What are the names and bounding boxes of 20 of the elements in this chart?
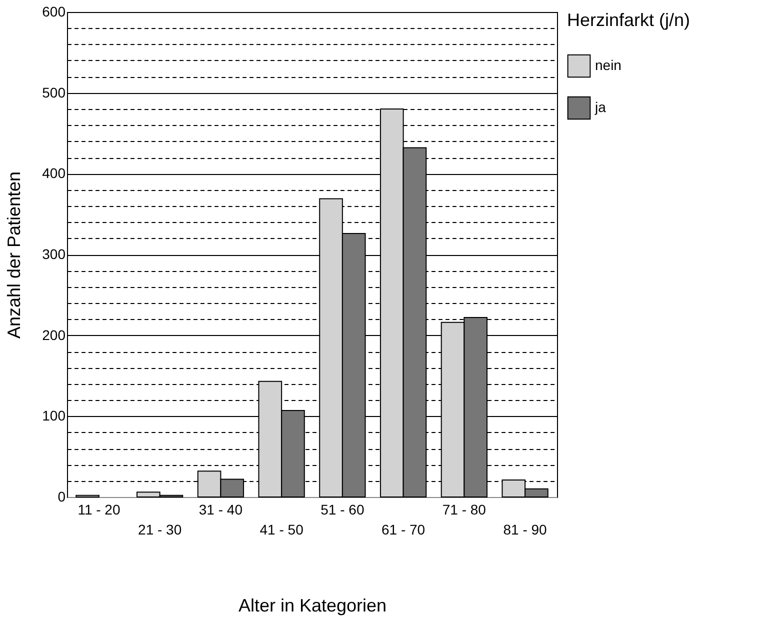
y-tick-label: 200 [42,326,66,343]
y-tick-label: 600 [42,4,66,20]
x-axis-title: Alter in Kategorien [238,596,387,616]
x-tick-label: 51 - 60 [320,502,364,518]
legend-label: ja [594,99,606,115]
legend-label: nein [595,57,622,73]
legend-title: Herzinfarkt (j/n) [567,10,690,30]
y-tick-label: 500 [42,84,66,100]
y-tick-label: 0 [58,488,66,504]
x-tick-label: 71 - 80 [442,502,486,518]
x-tick-label: 11 - 20 [78,502,120,518]
x-tick-label: 41 - 50 [260,522,304,538]
x-tick-label: 61 - 70 [382,522,426,538]
y-tick-label: 300 [42,246,66,262]
y-tick-label: 400 [42,165,66,182]
x-tick-label: 31 - 40 [198,502,243,518]
y-tick-label: 100 [42,408,66,424]
y-axis-title: Anzahl der Patienten [4,171,24,339]
x-tick-label: 21 - 30 [138,522,182,538]
x-tick-label: 81 - 90 [503,522,548,538]
